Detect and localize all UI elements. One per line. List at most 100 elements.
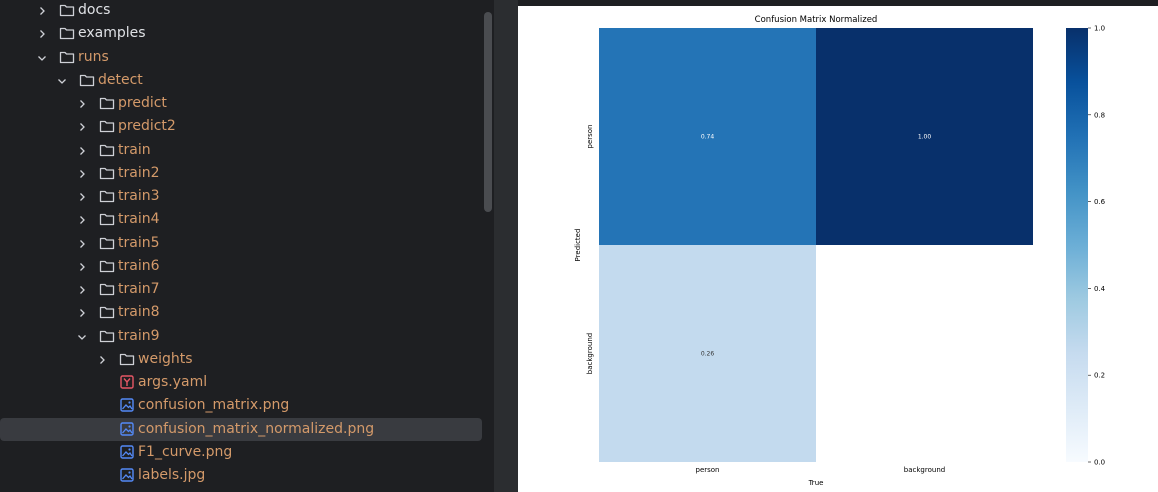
chevron-right-icon[interactable] bbox=[74, 143, 90, 159]
tree-item-label: train7 bbox=[118, 281, 160, 297]
heatmap-cell bbox=[599, 245, 816, 462]
colorbar-tick-label: 0.0 bbox=[1094, 459, 1105, 467]
tree-item-label: detect bbox=[98, 71, 143, 88]
folder-icon bbox=[98, 235, 116, 251]
tree-item-label: train2 bbox=[118, 164, 160, 181]
y-tick-label: person bbox=[586, 125, 594, 149]
y-tick-label: background bbox=[586, 333, 594, 374]
chevron-down-icon[interactable] bbox=[74, 329, 90, 345]
tree-item-docs[interactable]: docs bbox=[0, 0, 482, 22]
tree-item-train7[interactable]: train7 bbox=[0, 278, 482, 301]
folder-icon bbox=[98, 258, 116, 274]
chevron-right-icon[interactable] bbox=[34, 26, 50, 42]
colorbar-tick-label: 1.0 bbox=[1094, 25, 1105, 33]
tree-item-train3[interactable]: train3 bbox=[0, 185, 482, 208]
folder-icon bbox=[98, 211, 116, 227]
tree-item-train2[interactable]: train2 bbox=[0, 162, 482, 185]
panel-divider[interactable] bbox=[494, 0, 518, 492]
chevron-right-icon[interactable] bbox=[74, 166, 90, 182]
tree-item-label: predict bbox=[118, 95, 167, 111]
folder-icon bbox=[98, 95, 116, 111]
chevron-right-icon[interactable] bbox=[74, 119, 90, 135]
tree-item-train[interactable]: train bbox=[0, 139, 482, 162]
folder-icon bbox=[98, 281, 116, 297]
folder-icon bbox=[98, 165, 116, 181]
tree-item-label: confusion_matrix.png bbox=[138, 397, 290, 414]
tree-item-predict[interactable]: predict bbox=[0, 92, 482, 115]
folder-icon bbox=[78, 72, 96, 88]
colorbar-tick-label: 0.6 bbox=[1094, 198, 1106, 206]
tree-item-label: args.yaml bbox=[138, 374, 208, 390]
cell-value-label: 0.26 bbox=[701, 351, 715, 358]
tree-item-train6[interactable]: train6 bbox=[0, 255, 482, 278]
tree-item-label: labels.jpg bbox=[138, 467, 206, 483]
tree-item-label: examples bbox=[78, 25, 146, 42]
folder-icon bbox=[58, 49, 76, 65]
image-file-icon bbox=[118, 397, 136, 413]
cell-value-label: 0.74 bbox=[701, 134, 715, 141]
tree-item-label: train bbox=[118, 141, 151, 158]
tree-item-train8[interactable]: train8 bbox=[0, 301, 482, 324]
project-file-tree: docs examples runs detect predict predict2 tra… bbox=[0, 0, 494, 492]
colorbar-tick-label: 0.8 bbox=[1094, 111, 1105, 119]
tree-item-train4[interactable]: train4 bbox=[0, 208, 482, 231]
chevron-right-icon[interactable] bbox=[74, 259, 90, 275]
chevron-right-icon[interactable] bbox=[34, 3, 50, 19]
tree-item-label: train3 bbox=[118, 188, 160, 204]
tree-item-train5[interactable]: train5 bbox=[0, 232, 482, 255]
chevron-right-icon[interactable] bbox=[74, 282, 90, 298]
heatmap-cell bbox=[599, 28, 816, 245]
tree-item-label: train4 bbox=[118, 211, 160, 228]
tree-item-confusion-matrix-normalized-png[interactable]: confusion_matrix_normalized.png bbox=[0, 417, 482, 441]
tree-item-label: F1_curve.png bbox=[138, 443, 233, 460]
colorbar-tick-label: 0.2 bbox=[1094, 372, 1105, 380]
cell-value-label: 1.00 bbox=[918, 134, 932, 141]
tree-item-label: docs bbox=[78, 2, 111, 18]
tree-item-examples[interactable]: examples bbox=[0, 22, 482, 45]
tree-item-label: train6 bbox=[118, 257, 160, 274]
tree-item-args-yaml[interactable]: args.yaml bbox=[0, 371, 482, 394]
folder-icon bbox=[58, 2, 76, 18]
y-axis-label: Predicted bbox=[574, 229, 582, 262]
tree-item-labels-jpg[interactable]: labels.jpg bbox=[0, 464, 482, 487]
folder-icon bbox=[58, 25, 76, 41]
chevron-right-icon[interactable] bbox=[74, 96, 90, 112]
tree-item-weights[interactable]: weights bbox=[0, 348, 482, 371]
tree-item-predict2[interactable]: predict2 bbox=[0, 115, 482, 138]
tree-item-detect[interactable]: detect bbox=[0, 69, 482, 92]
chart-title: Confusion Matrix Normalized bbox=[755, 15, 878, 25]
tree-item-label: weights bbox=[138, 350, 193, 367]
tree-item-train9[interactable]: train9 bbox=[0, 325, 482, 348]
tree-item-label: confusion_matrix_normalized.png bbox=[138, 420, 375, 437]
yaml-file-icon bbox=[118, 374, 136, 390]
folder-icon bbox=[98, 118, 116, 134]
tree-item-runs[interactable]: runs bbox=[0, 46, 482, 69]
heatmap-cell bbox=[816, 28, 1033, 245]
colorbar-tick-label: 0.4 bbox=[1094, 285, 1106, 293]
image-file-icon bbox=[118, 467, 136, 483]
x-axis-label: True bbox=[808, 479, 824, 487]
image-file-icon bbox=[118, 444, 136, 460]
colorbar bbox=[1066, 28, 1088, 462]
chevron-right-icon[interactable] bbox=[74, 189, 90, 205]
x-tick-label: background bbox=[904, 466, 945, 474]
tree-item-label: predict2 bbox=[118, 118, 176, 135]
tree-item-label: train9 bbox=[118, 327, 160, 344]
image-viewer: Confusion Matrix Normalized 0.74 1.00 0.26 p… bbox=[518, 6, 1158, 492]
confusion-matrix-chart: Confusion Matrix Normalized 0.74 1.00 0.26 p… bbox=[574, 15, 1106, 487]
folder-icon bbox=[98, 142, 116, 158]
tree-item-label: train8 bbox=[118, 304, 160, 321]
tree-item-label: runs bbox=[78, 48, 109, 65]
tree-item-label: train5 bbox=[118, 234, 160, 251]
tree-item-confusion-matrix-png[interactable]: confusion_matrix.png bbox=[0, 394, 482, 417]
chevron-right-icon[interactable] bbox=[94, 352, 110, 368]
chevron-right-icon[interactable] bbox=[74, 212, 90, 228]
folder-icon bbox=[98, 188, 116, 204]
file-tree-scrollbar[interactable] bbox=[484, 12, 492, 212]
chevron-right-icon[interactable] bbox=[74, 236, 90, 252]
x-tick-label: person bbox=[696, 466, 720, 474]
tree-item-f1-curve-png[interactable]: F1_curve.png bbox=[0, 441, 482, 464]
chevron-right-icon[interactable] bbox=[74, 305, 90, 321]
chevron-down-icon[interactable] bbox=[34, 50, 50, 66]
chevron-down-icon[interactable] bbox=[54, 73, 70, 89]
